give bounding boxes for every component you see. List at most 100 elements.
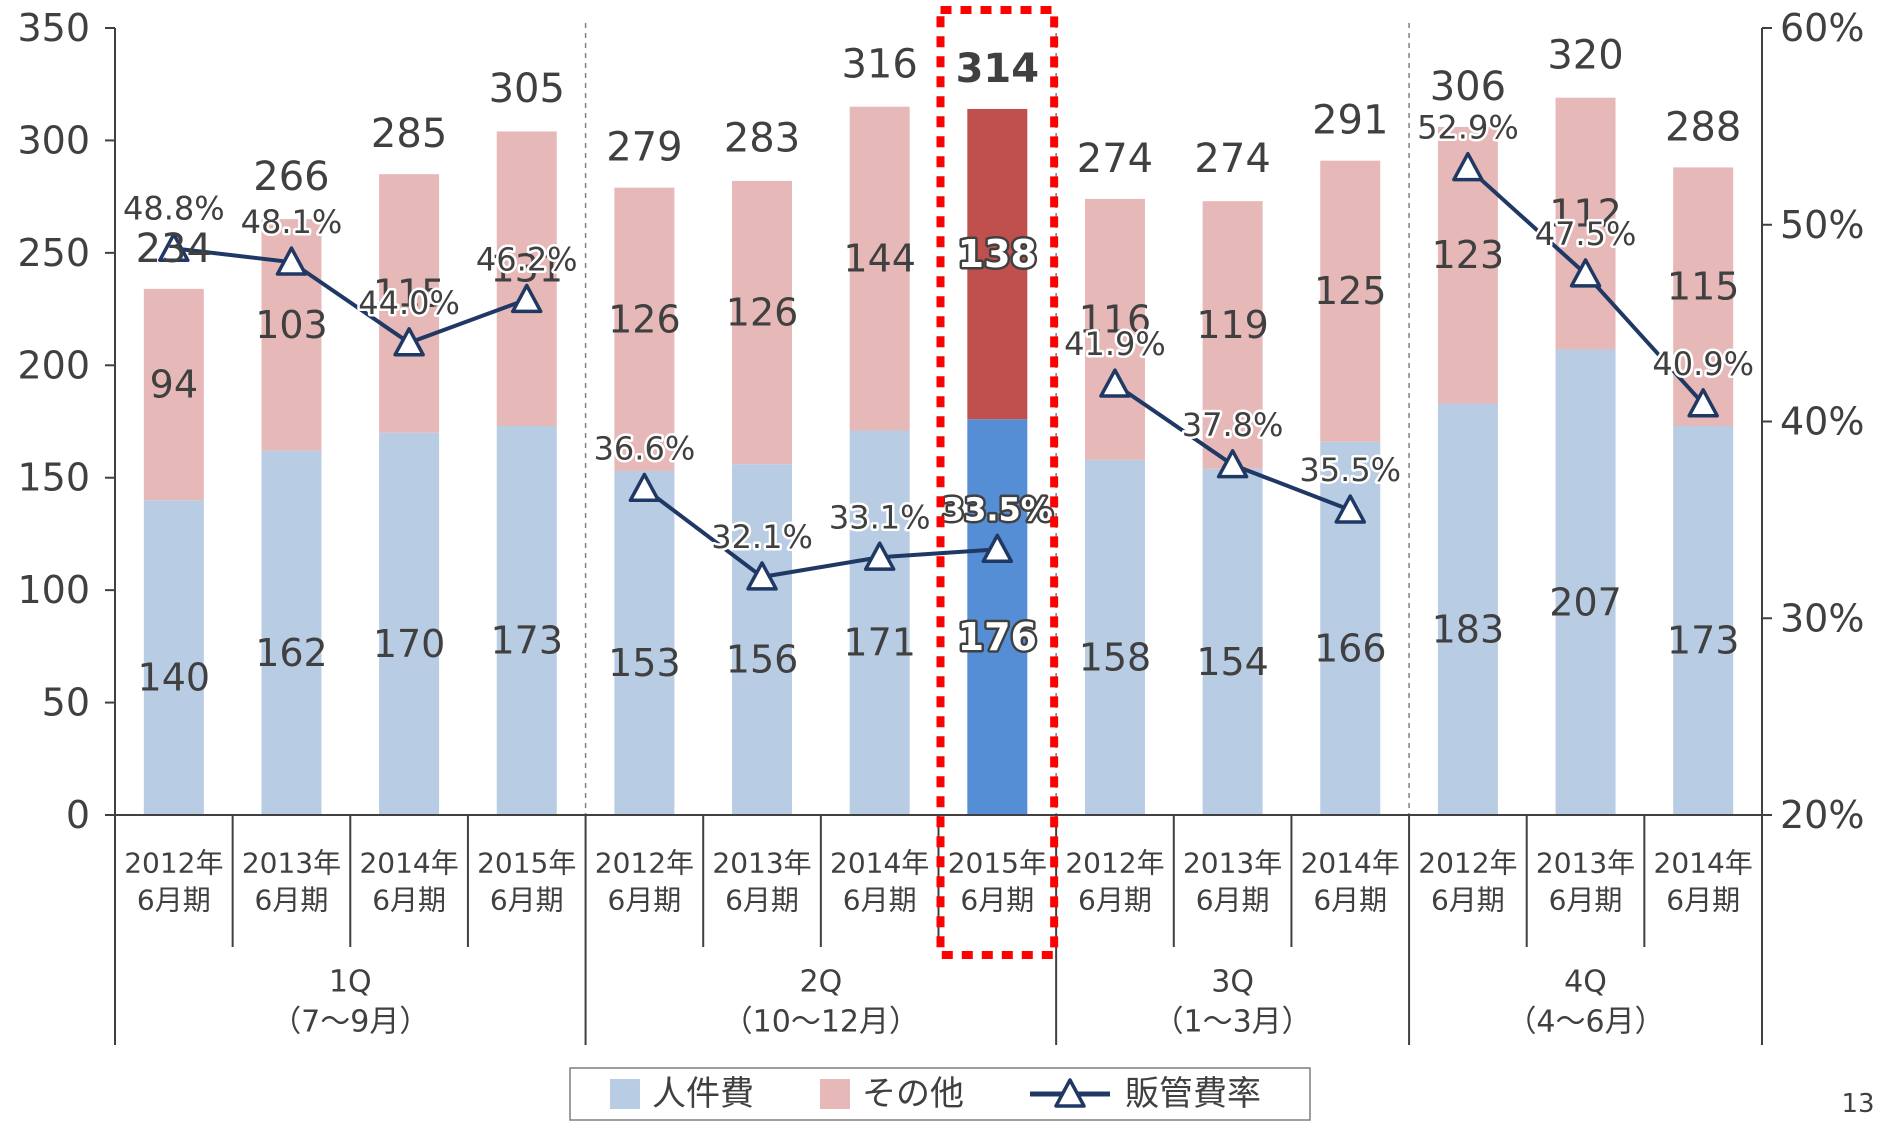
label-other-12: 112 (1549, 192, 1622, 236)
x-tick-period-4: 6月期 (607, 884, 681, 917)
bar-people-11 (1437, 403, 1498, 815)
bar-people-6 (849, 430, 910, 815)
bar-people-9 (1202, 468, 1263, 815)
rate-marker-12 (1569, 258, 1602, 288)
label-total-3: 305 (489, 66, 565, 112)
x-tick-year-13: 2014年 (1654, 847, 1753, 880)
bar-other-4 (614, 187, 675, 471)
bar-other-2 (379, 174, 440, 433)
x-tick-year-10: 2014年 (1301, 847, 1400, 880)
label-other-2: 115 (373, 271, 446, 315)
rate-marker-1 (275, 246, 308, 276)
label-other-13: 115 (1667, 265, 1740, 309)
label-total-9: 274 (1194, 136, 1270, 182)
y-left-tick-2: 100 (17, 568, 90, 612)
x-tick-year-9: 2013年 (1183, 847, 1282, 880)
legend-label-other: その他 (862, 1074, 964, 1114)
label-people-13: 173 (1667, 618, 1740, 662)
bar-other-9 (1202, 201, 1263, 469)
rate-line-q1 (173, 246, 528, 346)
x-tick-period-1: 6月期 (255, 884, 329, 917)
rate-marker-4 (628, 472, 661, 503)
quarter-label-0: 1Q (329, 965, 372, 1000)
label-other-1: 103 (255, 303, 328, 347)
bar-people-12 (1555, 349, 1616, 815)
bar-people-5 (732, 464, 793, 815)
label-rate-10: 35.5% (1299, 451, 1401, 489)
label-total-2: 285 (371, 111, 447, 157)
label-people-8: 158 (1079, 635, 1152, 679)
rate-marker-7 (981, 533, 1014, 564)
bar-other-5 (732, 180, 793, 465)
x-tick-period-8: 6月期 (1078, 884, 1152, 917)
label-rate-3: 46.2% (476, 241, 578, 279)
label-rate-6: 33.1% (829, 498, 931, 536)
x-tick-period-3: 6月期 (490, 884, 564, 917)
rate-marker-13 (1687, 388, 1719, 418)
label-rate-13: 40.9% (1652, 345, 1754, 383)
label-rate-9: 37.8% (1182, 406, 1284, 444)
y-right-tick-0: 20% (1780, 793, 1864, 837)
label-rate-2: 44.0% (358, 284, 460, 322)
label-people-4: 153 (608, 641, 681, 685)
label-people-2: 170 (373, 622, 446, 666)
rate-marker-10 (1334, 494, 1366, 524)
y-left-tick-3: 150 (17, 456, 90, 500)
quarter-label-3: 4Q (1564, 965, 1607, 1000)
label-rate-8: 41.9% (1064, 325, 1166, 363)
label-other-0: 94 (150, 363, 198, 407)
label-total-1: 266 (253, 154, 329, 200)
label-people-0: 140 (138, 656, 211, 700)
bar-other-10 (1320, 160, 1381, 442)
bar-other-0 (143, 288, 204, 501)
y-left-tick-1: 50 (42, 681, 90, 725)
x-tick-year-4: 2012年 (595, 847, 694, 880)
label-total-6: 316 (841, 41, 917, 87)
label-people-3: 173 (490, 618, 563, 662)
x-tick-period-10: 6月期 (1313, 884, 1387, 917)
x-tick-period-9: 6月期 (1196, 884, 1270, 917)
label-total-10: 291 (1312, 98, 1388, 144)
x-tick-year-7: 2015年 (948, 847, 1047, 880)
x-tick-period-2: 6月期 (372, 884, 446, 917)
quarter-sub-3: （4〜6月） (1506, 1005, 1664, 1040)
rate-marker-2 (393, 327, 425, 357)
label-total-7: 314 (956, 46, 1040, 92)
label-rate-4: 36.6% (594, 429, 696, 467)
legend-box (569, 1067, 1311, 1121)
label-other-4: 126 (608, 297, 681, 341)
x-tick-year-3: 2015年 (477, 847, 576, 880)
label-rate-12: 47.5% (1535, 215, 1637, 253)
legend-label-people: 人件費 (652, 1074, 754, 1114)
y-left-tick-6: 300 (17, 118, 90, 162)
label-total-4: 279 (606, 125, 682, 171)
y-right-tick-3: 50% (1780, 203, 1864, 247)
label-rate-5: 32.1% (711, 518, 813, 556)
x-tick-period-13: 6月期 (1666, 884, 1740, 917)
bar-people-13 (1673, 425, 1734, 815)
label-rate-0: 48.8% (123, 189, 225, 227)
x-tick-period-6: 6月期 (843, 884, 917, 917)
rate-marker-11 (1452, 151, 1484, 182)
bar-people-1 (261, 450, 322, 815)
legend-marker-rate (1054, 1078, 1086, 1108)
quarter-sub-0: （7〜9月） (271, 1005, 429, 1040)
bar-other-8 (1084, 198, 1145, 460)
x-tick-year-8: 2012年 (1065, 847, 1164, 880)
label-people-7: 176 (958, 615, 1037, 659)
bar-people-3 (496, 425, 557, 815)
rate-marker-5 (746, 561, 778, 591)
label-total-8: 274 (1077, 136, 1153, 182)
label-people-12: 207 (1549, 580, 1622, 624)
x-tick-period-12: 6月期 (1549, 884, 1623, 917)
label-rate-1: 48.1% (241, 203, 343, 241)
rate-marker-6 (863, 541, 896, 571)
label-people-1: 162 (255, 631, 328, 675)
x-tick-period-11: 6月期 (1431, 884, 1505, 917)
label-other-11: 123 (1432, 233, 1505, 277)
y-right-tick-1: 30% (1780, 596, 1864, 640)
rate-marker-8 (1099, 368, 1131, 398)
rate-marker-3 (511, 283, 543, 314)
rate-marker-9 (1216, 449, 1249, 479)
x-tick-period-7: 6月期 (960, 884, 1034, 917)
